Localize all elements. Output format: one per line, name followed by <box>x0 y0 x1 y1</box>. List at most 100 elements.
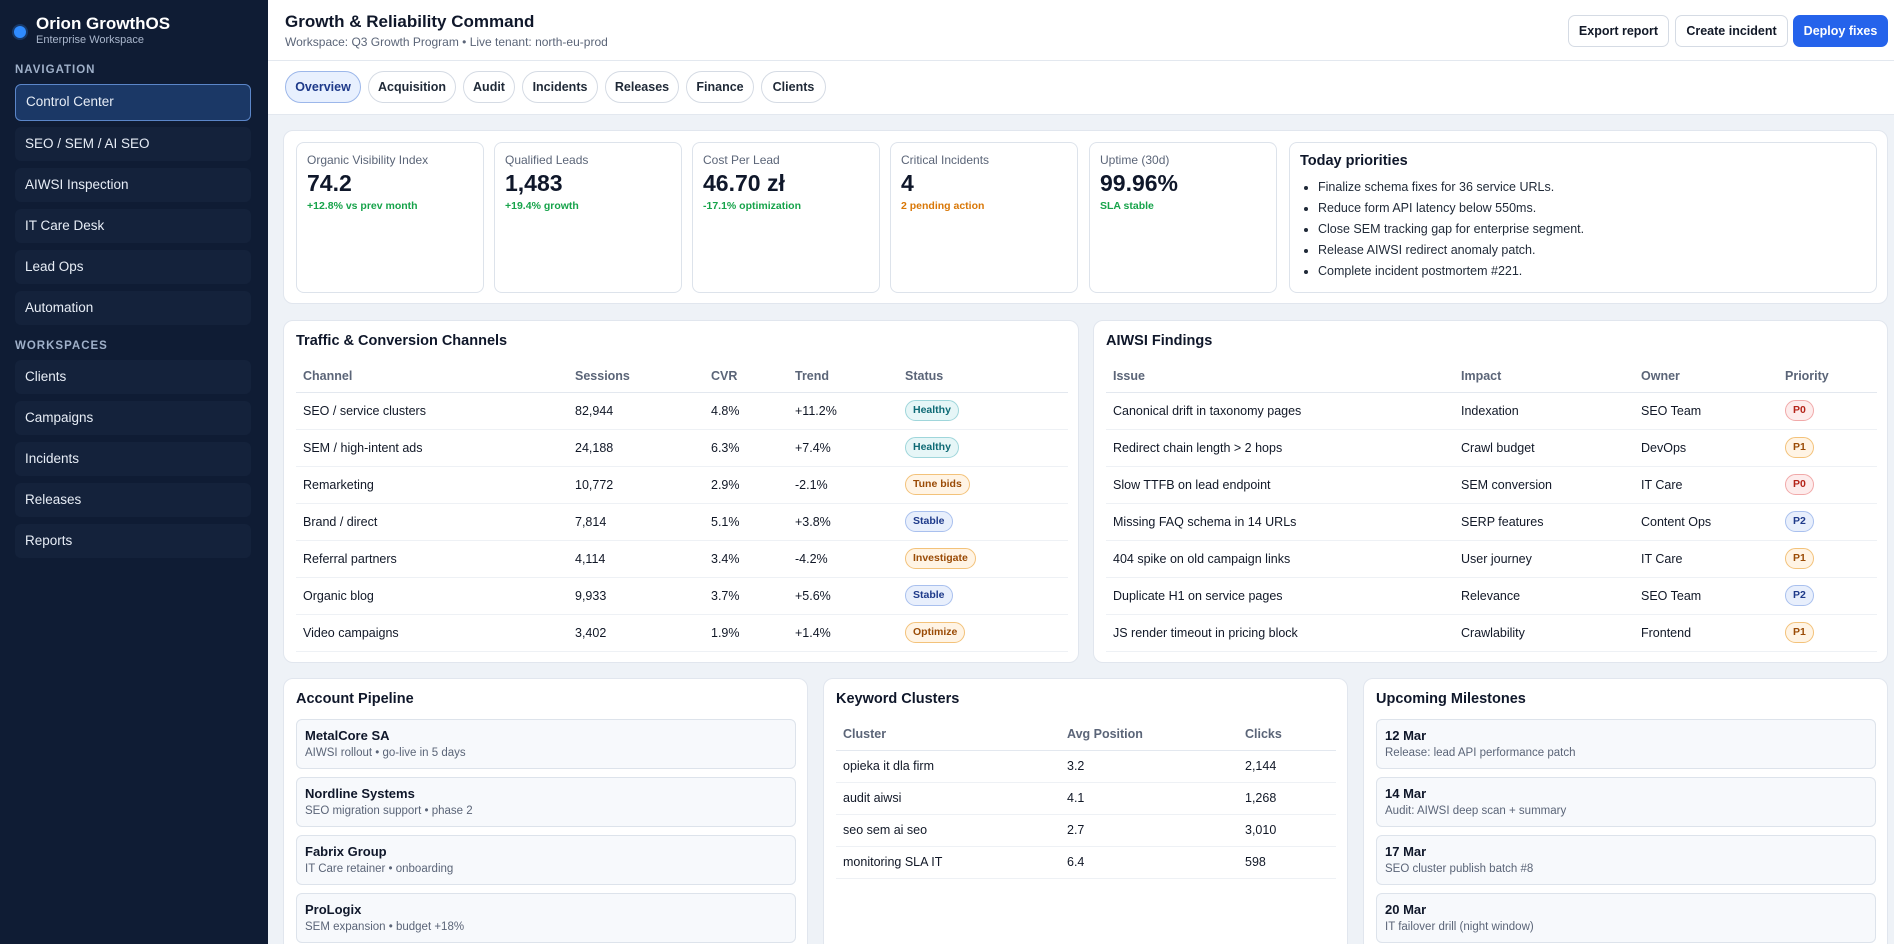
table-row[interactable]: Canonical drift in taxonomy pages Indexa… <box>1106 392 1877 430</box>
kpi-delta: SLA stable <box>1100 200 1154 212</box>
table-row[interactable]: Remarketing 10,772 2.9% -2.1% Tune bids <box>296 466 1068 504</box>
milestone-detail: Release: lead API performance patch <box>1385 747 1576 759</box>
priority-badge: P0 <box>1785 400 1814 421</box>
pipeline-item[interactable]: MetalCore SA AIWSI rollout • go-live in … <box>296 719 796 769</box>
impact-cell: Indexation <box>1454 392 1634 430</box>
table-row[interactable]: Brand / direct 7,814 5.1% +3.8% Stable <box>296 503 1068 541</box>
column-header[interactable]: CVR <box>704 360 788 393</box>
table-row[interactable]: monitoring SLA IT 6.4 598 <box>836 846 1336 879</box>
sidebar-item-control-center[interactable]: Control Center <box>15 84 251 121</box>
brand[interactable]: Orion GrowthOS Enterprise Workspace <box>14 14 170 47</box>
export-report-button[interactable]: Export report <box>1568 15 1669 47</box>
trend-cell: +3.8% <box>788 503 898 541</box>
column-header[interactable]: Clicks <box>1238 718 1336 751</box>
column-header[interactable]: Priority <box>1778 360 1877 393</box>
table-row[interactable]: Missing FAQ schema in 14 URLs SERP featu… <box>1106 503 1877 541</box>
table-row[interactable]: SEM / high-intent ads 24,188 6.3% +7.4% … <box>296 429 1068 467</box>
trend-cell: +11.2% <box>788 392 898 430</box>
tab-overview[interactable]: Overview <box>285 71 361 103</box>
priority-badge: P1 <box>1785 622 1814 643</box>
column-header[interactable]: Cluster <box>836 718 1060 751</box>
column-header[interactable]: Channel <box>296 360 568 393</box>
findings-panel: AIWSI Findings Issue Impact Owner Priori… <box>1093 320 1888 663</box>
priority-badge: P1 <box>1785 548 1814 569</box>
sidebar-item-clients[interactable]: Clients <box>15 360 251 394</box>
sessions-cell: 4,114 <box>568 540 704 578</box>
table-row[interactable]: opieka it dla firm 3.2 2,144 <box>836 750 1336 783</box>
table-row[interactable]: SEO / service clusters 82,944 4.8% +11.2… <box>296 392 1068 430</box>
create-incident-button[interactable]: Create incident <box>1675 15 1788 47</box>
table-row[interactable]: Organic blog 9,933 3.7% +5.6% Stable <box>296 577 1068 615</box>
section-title: AIWSI Findings <box>1106 333 1213 349</box>
impact-cell: SEM conversion <box>1454 466 1634 504</box>
kpi-label: Critical Incidents <box>901 153 990 167</box>
issue-cell: Redirect chain length > 2 hops <box>1106 429 1454 467</box>
sidebar-item-reports[interactable]: Reports <box>15 524 251 558</box>
column-header[interactable]: Issue <box>1106 360 1454 393</box>
column-header[interactable]: Owner <box>1634 360 1778 393</box>
deploy-fixes-button[interactable]: Deploy fixes <box>1793 15 1888 47</box>
status-badge: Healthy <box>905 437 959 458</box>
issue-cell: Slow TTFB on lead endpoint <box>1106 466 1454 504</box>
tab-bar: Overview Acquisition Audit Incidents Rel… <box>268 61 1894 115</box>
kpi-value: 4 <box>901 170 914 196</box>
table-row[interactable]: 404 spike on old campaign links User jou… <box>1106 540 1877 578</box>
channel-cell: Referral partners <box>296 540 568 578</box>
table-row[interactable]: Slow TTFB on lead endpoint SEM conversio… <box>1106 466 1877 504</box>
table-row[interactable]: Video campaigns 3,402 1.9% +1.4% Optimiz… <box>296 614 1068 652</box>
table-row[interactable]: Duplicate H1 on service pages Relevance … <box>1106 577 1877 615</box>
column-header[interactable]: Trend <box>788 360 898 393</box>
sidebar-item-seo[interactable]: SEO / SEM / AI SEO <box>15 127 251 161</box>
brand-subtitle: Enterprise Workspace <box>36 34 145 46</box>
milestone-date: 14 Mar <box>1385 786 1427 801</box>
tab-acquisition[interactable]: Acquisition <box>368 71 456 103</box>
pipeline-item[interactable]: ProLogix SEM expansion • budget +18% <box>296 893 796 943</box>
channel-cell: SEO / service clusters <box>296 392 568 430</box>
sidebar-item-incidents[interactable]: Incidents <box>15 442 251 476</box>
priority-badge: P2 <box>1785 585 1814 606</box>
milestone-item[interactable]: 20 Mar IT failover drill (night window) <box>1376 893 1876 943</box>
table-row[interactable]: Redirect chain length > 2 hops Crawl bud… <box>1106 429 1877 467</box>
account-detail: SEM expansion • budget +18% <box>305 921 465 933</box>
sidebar-item-automation[interactable]: Automation <box>15 291 251 325</box>
column-header[interactable]: Impact <box>1454 360 1634 393</box>
column-header[interactable]: Avg Position <box>1060 718 1238 751</box>
kpi-card-incidents: Critical Incidents 4 2 pending action <box>890 142 1078 293</box>
milestone-item[interactable]: 17 Mar SEO cluster publish batch #8 <box>1376 835 1876 885</box>
cluster-cell: seo sem ai seo <box>836 814 1060 847</box>
impact-cell: Relevance <box>1454 577 1634 615</box>
list-item: Close SEM tracking gap for enterprise se… <box>1318 220 1584 241</box>
table-row[interactable]: JS render timeout in pricing block Crawl… <box>1106 614 1877 652</box>
priority-badge: P2 <box>1785 511 1814 532</box>
column-header[interactable]: Sessions <box>568 360 704 393</box>
account-name: Nordline Systems <box>305 786 415 801</box>
sidebar-item-releases[interactable]: Releases <box>15 483 251 517</box>
status-badge: Investigate <box>905 548 976 569</box>
milestone-date: 17 Mar <box>1385 844 1427 859</box>
table-row[interactable]: Referral partners 4,114 3.4% -4.2% Inves… <box>296 540 1068 578</box>
sidebar-item-it-care[interactable]: IT Care Desk <box>15 209 251 243</box>
column-header[interactable]: Status <box>898 360 1068 393</box>
nav-section-label: Navigation <box>15 64 96 76</box>
sidebar-item-aiwsi[interactable]: AIWSI Inspection <box>15 168 251 202</box>
pipeline-item[interactable]: Fabrix Group IT Care retainer • onboardi… <box>296 835 796 885</box>
sidebar-item-campaigns[interactable]: Campaigns <box>15 401 251 435</box>
list-item: Complete incident postmortem #221. <box>1318 262 1584 283</box>
tab-incidents[interactable]: Incidents <box>522 71 598 103</box>
sidebar-item-lead-ops[interactable]: Lead Ops <box>15 250 251 284</box>
cvr-cell: 3.4% <box>704 540 788 578</box>
tab-clients[interactable]: Clients <box>761 71 826 103</box>
page-title: Growth & Reliability Command <box>285 12 535 31</box>
milestone-item[interactable]: 12 Mar Release: lead API performance pat… <box>1376 719 1876 769</box>
tab-audit[interactable]: Audit <box>463 71 515 103</box>
milestone-item[interactable]: 14 Mar Audit: AIWSI deep scan + summary <box>1376 777 1876 827</box>
pipeline-item[interactable]: Nordline Systems SEO migration support •… <box>296 777 796 827</box>
cluster-cell: audit aiwsi <box>836 782 1060 815</box>
owner-cell: SEO Team <box>1634 392 1778 430</box>
tab-releases[interactable]: Releases <box>605 71 679 103</box>
table-row[interactable]: seo sem ai seo 2.7 3,010 <box>836 814 1336 847</box>
table-row[interactable]: audit aiwsi 4.1 1,268 <box>836 782 1336 815</box>
tab-finance[interactable]: Finance <box>686 71 754 103</box>
milestone-detail: IT failover drill (night window) <box>1385 921 1534 933</box>
account-name: Fabrix Group <box>305 844 387 859</box>
